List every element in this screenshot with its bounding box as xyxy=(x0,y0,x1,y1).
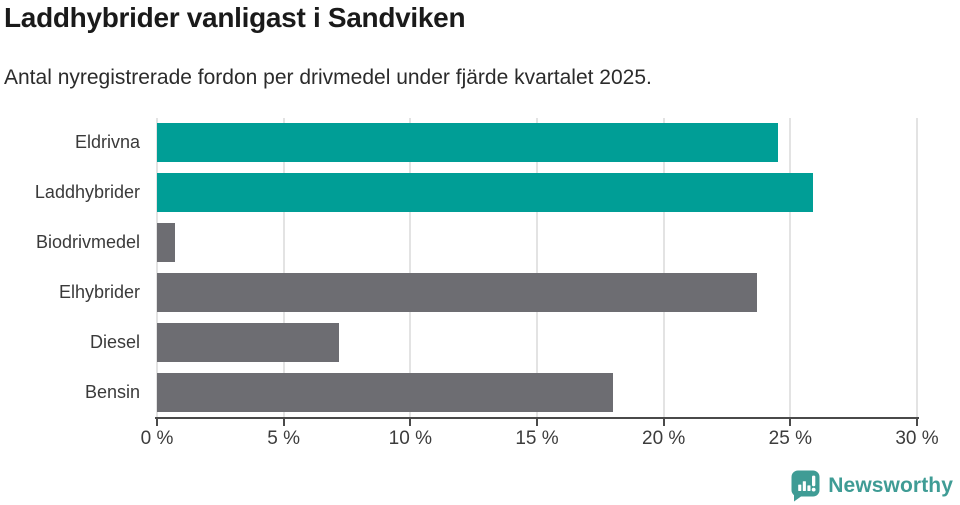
category-label: Bensin xyxy=(84,381,140,402)
x-tick xyxy=(536,419,538,426)
bar-elhybrider xyxy=(157,272,758,312)
x-tick-label: 15 % xyxy=(515,428,559,449)
gridline xyxy=(282,118,285,417)
category-label: Elhybrider xyxy=(58,281,140,302)
x-tick xyxy=(282,419,285,426)
gridline xyxy=(536,118,538,417)
x-tick-label: 30 % xyxy=(895,428,939,449)
bar-row: Biodrivmedel xyxy=(0,218,917,268)
gridline xyxy=(916,118,918,417)
gridline xyxy=(156,118,158,417)
category-label: Biodrivmedel xyxy=(35,232,140,253)
x-axis-line xyxy=(155,417,919,419)
category-label: Laddhybrider xyxy=(34,182,140,203)
bar-biodrivmedel xyxy=(157,223,175,263)
bar-laddhybrider xyxy=(157,173,814,213)
gridline xyxy=(789,118,792,417)
category-label: Diesel xyxy=(89,331,140,352)
x-tick-label: 20 % xyxy=(642,428,686,449)
x-tick-label: 25 % xyxy=(768,428,812,449)
bar-row: Eldrivna xyxy=(0,118,917,168)
bar-diesel xyxy=(157,322,340,362)
x-tick-label: 10 % xyxy=(388,428,432,449)
bar-eldrivna xyxy=(157,123,778,163)
x-tick xyxy=(789,419,792,426)
bar-row: Diesel xyxy=(0,317,917,367)
gridlines xyxy=(156,118,918,417)
brand-footer: Newsworthy xyxy=(791,470,953,502)
newsworthy-logo-icon xyxy=(791,470,820,502)
bar-track xyxy=(157,173,917,213)
x-tick xyxy=(662,419,665,426)
x-axis: 0 % 5 % 10 % 15 % 20 % 25 % 30 % xyxy=(141,417,939,457)
gridline xyxy=(662,118,665,417)
x-tick xyxy=(409,419,412,426)
gridline xyxy=(409,118,412,417)
x-tick-label: 0 % xyxy=(140,428,174,449)
x-tick xyxy=(916,419,918,426)
bar-row: Elhybrider xyxy=(0,267,917,317)
category-label: Eldrivna xyxy=(74,132,140,153)
bar-track xyxy=(157,322,917,362)
x-tick xyxy=(156,419,158,426)
bar-track xyxy=(157,223,917,263)
bar-rows: Eldrivna Laddhybrider Biodrivmedel Elhybrid… xyxy=(0,118,917,417)
bar-track xyxy=(157,372,917,412)
bar-track xyxy=(157,123,917,163)
bar-row: Bensin xyxy=(0,367,917,417)
bar-track xyxy=(157,272,917,312)
chart-title: Laddhybrider vanligast i Sandviken xyxy=(4,2,466,33)
newsworthy-logo-text: Newsworthy xyxy=(828,474,953,497)
chart-subtitle: Antal nyregistrerade fordon per drivmede… xyxy=(4,66,652,89)
bar-row: Laddhybrider xyxy=(0,168,917,218)
x-tick-label: 5 % xyxy=(267,428,301,449)
bar-bensin xyxy=(157,372,613,412)
